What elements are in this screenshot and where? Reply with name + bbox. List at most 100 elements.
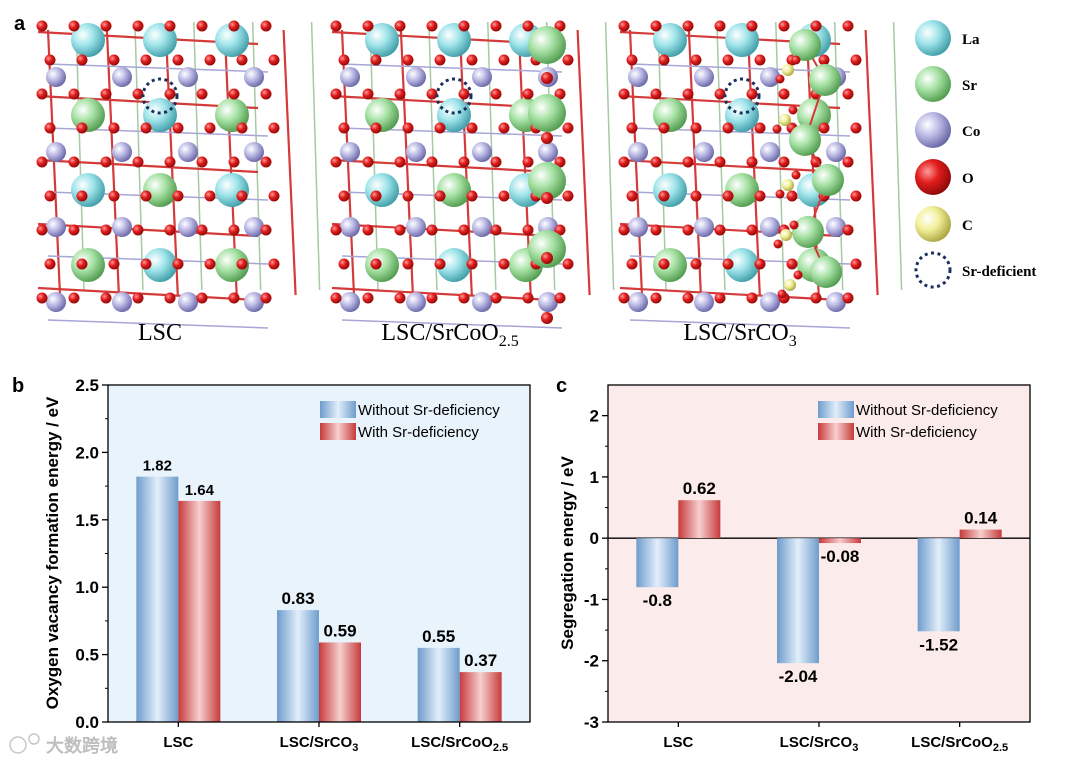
o-atom — [722, 122, 734, 134]
o-atom — [260, 20, 272, 32]
o-atom — [554, 20, 566, 32]
chart-b-ytick-label: 0.0 — [75, 713, 99, 732]
co-atom — [244, 217, 264, 237]
o-atom — [778, 156, 790, 168]
o-atom — [164, 88, 176, 100]
o-atom — [554, 88, 566, 100]
o-atom — [228, 224, 240, 236]
co-atom — [244, 142, 264, 162]
o-atom — [228, 20, 240, 32]
bond — [341, 63, 563, 73]
o-atom — [746, 224, 758, 236]
chart-b-bar — [277, 610, 319, 722]
bond — [629, 319, 851, 329]
panel-label-c: c — [556, 375, 567, 397]
o-atom — [164, 156, 176, 168]
o-atom — [746, 292, 758, 304]
bond — [193, 21, 203, 291]
o-atom — [402, 258, 414, 270]
chart-c-bar — [819, 538, 861, 544]
o-atom — [132, 156, 144, 168]
bond — [687, 29, 702, 296]
o-atom — [394, 20, 406, 32]
co-atom — [826, 217, 846, 237]
o-atom — [626, 190, 638, 202]
chart-c-ytick-label: -3 — [584, 713, 599, 732]
co-atom — [628, 142, 648, 162]
o-atom — [330, 292, 342, 304]
o-atom — [626, 258, 638, 270]
o-atom — [172, 122, 184, 134]
o-atom — [196, 88, 208, 100]
co-atom — [406, 67, 426, 87]
co-atom — [628, 67, 648, 87]
bond — [657, 21, 667, 291]
o-atom — [658, 190, 670, 202]
co-atom — [760, 217, 780, 237]
o-atom — [132, 88, 144, 100]
co-atom — [340, 292, 360, 312]
o-atom — [772, 124, 782, 134]
o-atom — [522, 156, 534, 168]
o-atom — [842, 20, 854, 32]
o-atom — [714, 20, 726, 32]
o-atom — [818, 122, 830, 134]
co-atom — [112, 67, 132, 87]
bond — [47, 319, 269, 329]
o-atom — [618, 292, 630, 304]
o-atom — [682, 20, 694, 32]
o-atom — [76, 122, 88, 134]
sr-atom — [437, 173, 471, 207]
la-atom — [725, 98, 759, 132]
o-atom — [778, 20, 790, 32]
o-atom — [338, 122, 350, 134]
o-atom — [786, 258, 798, 270]
legend-swatch-o — [915, 159, 951, 195]
co-atom — [826, 142, 846, 162]
sr-atom — [792, 216, 824, 248]
o-atom — [850, 190, 862, 202]
la-atom — [365, 173, 399, 207]
o-atom — [426, 88, 438, 100]
o-atom — [402, 122, 414, 134]
o-atom — [426, 156, 438, 168]
o-atom — [260, 156, 272, 168]
o-atom — [108, 122, 120, 134]
o-atom — [754, 190, 766, 202]
structure-label-lsc-srcoo: LSC/SrCoO2.5 — [381, 320, 518, 350]
o-atom — [690, 54, 702, 66]
bond — [282, 29, 297, 296]
o-atom — [434, 258, 446, 270]
o-atom — [786, 190, 798, 202]
legend-label-la: La — [962, 32, 980, 48]
la-atom — [71, 23, 105, 57]
la-atom — [725, 248, 759, 282]
legend-swatch-sr-deficient — [914, 251, 952, 289]
o-atom — [498, 122, 510, 134]
bond — [892, 21, 903, 291]
o-atom — [522, 224, 534, 236]
chart-c-data-label: 0.14 — [964, 509, 998, 528]
o-atom — [554, 156, 566, 168]
o-atom — [690, 190, 702, 202]
o-atom — [434, 54, 446, 66]
co-atom — [694, 292, 714, 312]
o-atom — [842, 156, 854, 168]
sr-atom — [71, 98, 105, 132]
o-atom — [626, 54, 638, 66]
chart-b-bar — [136, 476, 179, 722]
co-atom — [472, 217, 492, 237]
o-atom — [236, 54, 248, 66]
chart-c-xtick-label: LSC/SrCO3 — [780, 734, 859, 754]
o-atom — [754, 54, 766, 66]
sr-atom — [725, 173, 759, 207]
co-atom — [112, 292, 132, 312]
sr-atom — [810, 256, 842, 288]
co-atom — [694, 142, 714, 162]
la-atom — [71, 173, 105, 207]
bond — [619, 286, 841, 302]
chart-b-ytick-label: 2.0 — [75, 443, 99, 462]
panel-label-a: a — [14, 13, 26, 35]
o-atom — [140, 54, 152, 66]
o-atom — [722, 258, 734, 270]
